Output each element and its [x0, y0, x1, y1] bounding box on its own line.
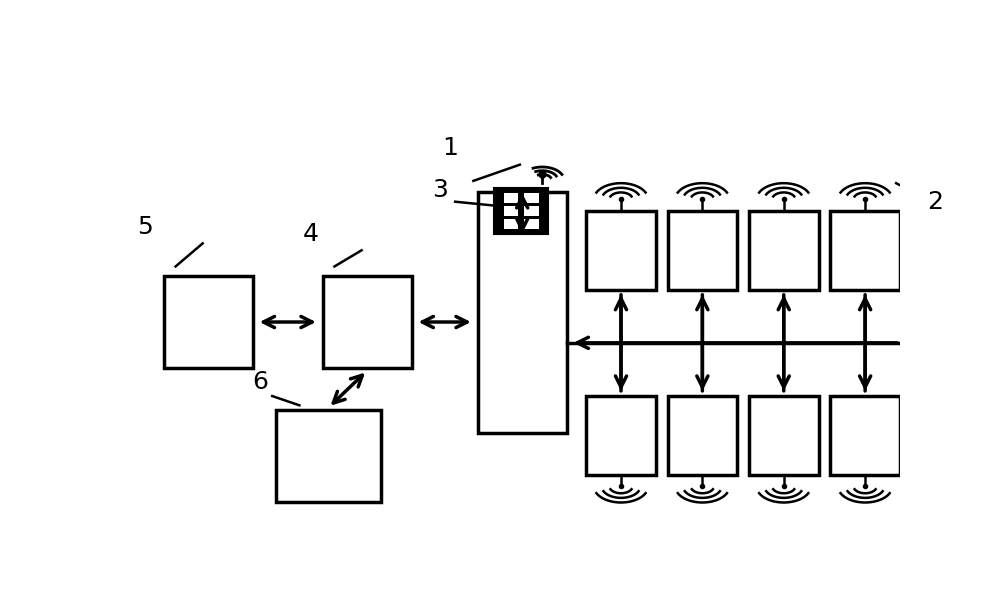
Bar — [323, 276, 412, 368]
Bar — [668, 396, 737, 475]
Bar — [524, 194, 539, 203]
Text: 4: 4 — [303, 222, 319, 246]
Bar — [668, 211, 737, 290]
Bar — [524, 206, 539, 216]
Bar — [504, 219, 518, 228]
Bar — [276, 410, 381, 502]
Bar — [504, 206, 518, 216]
Bar — [478, 192, 567, 433]
Bar — [586, 396, 656, 475]
Bar — [494, 188, 548, 234]
Bar — [504, 194, 518, 203]
Bar — [749, 211, 819, 290]
Bar — [524, 219, 539, 228]
Bar — [749, 396, 819, 475]
Text: 3: 3 — [432, 178, 448, 202]
Bar — [164, 276, 253, 368]
Bar — [830, 396, 900, 475]
Text: 5: 5 — [137, 215, 152, 239]
Bar — [586, 211, 656, 290]
Text: 2: 2 — [927, 190, 943, 214]
Bar — [830, 211, 900, 290]
Text: 6: 6 — [253, 370, 269, 394]
Text: 1: 1 — [442, 136, 458, 160]
